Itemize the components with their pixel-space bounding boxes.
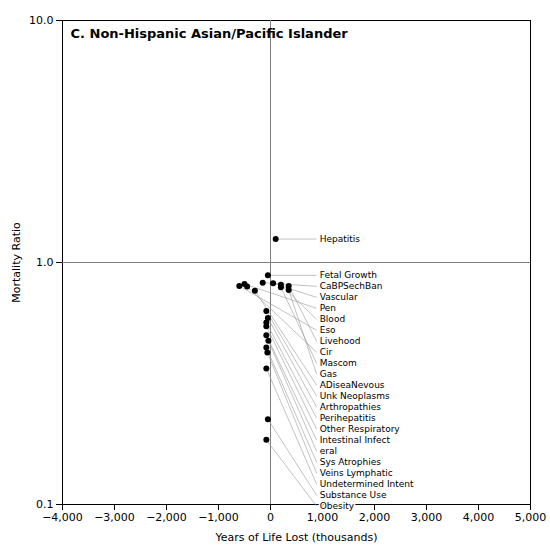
svg-text:3,000: 3,000 (411, 511, 443, 524)
svg-text:Cir: Cir (320, 347, 333, 357)
svg-text:−2,000: −2,000 (146, 511, 187, 524)
svg-text:−3,000: −3,000 (94, 511, 135, 524)
svg-text:Other Respiratory: Other Respiratory (320, 424, 401, 434)
svg-text:−4,000: −4,000 (42, 511, 83, 524)
svg-text:Arthropathies: Arthropathies (320, 402, 382, 412)
svg-text:Livehood: Livehood (320, 336, 361, 346)
svg-text:ADiseaNevous: ADiseaNevous (320, 380, 385, 390)
svg-text:−1,000: −1,000 (198, 511, 239, 524)
svg-text:Mascom: Mascom (320, 358, 357, 368)
svg-text:Obesity: Obesity (320, 501, 355, 511)
svg-text:Blood: Blood (320, 314, 345, 324)
svg-text:C. Non-Hispanic Asian/Pacific: C. Non-Hispanic Asian/Pacific Islander (71, 26, 349, 41)
svg-text:eral: eral (320, 446, 337, 456)
svg-text:4,000: 4,000 (463, 511, 495, 524)
svg-text:Gas: Gas (320, 369, 337, 379)
svg-text:Unk Neoplasms: Unk Neoplasms (320, 391, 390, 401)
svg-text:Pen: Pen (320, 303, 336, 313)
svg-text:Hepatitis: Hepatitis (320, 234, 361, 244)
svg-text:Substance Use: Substance Use (320, 490, 387, 500)
svg-text:Sys Atrophies: Sys Atrophies (320, 457, 382, 467)
svg-text:1.0: 1.0 (36, 256, 54, 269)
svg-text:Years of Life Lost (thousands): Years of Life Lost (thousands) (215, 531, 378, 544)
svg-text:5,000: 5,000 (515, 511, 547, 524)
svg-text:Vascular: Vascular (320, 292, 358, 302)
svg-text:Fetal Growth: Fetal Growth (320, 270, 377, 280)
svg-text:CaBPSechBan: CaBPSechBan (320, 281, 383, 291)
svg-text:1,000: 1,000 (307, 511, 339, 524)
svg-text:0: 0 (267, 511, 274, 524)
svg-text:2,000: 2,000 (359, 511, 391, 524)
svg-text:Undetermined Intent: Undetermined Intent (320, 479, 414, 489)
svg-text:Eso: Eso (320, 325, 336, 335)
svg-text:Mortality Ratio: Mortality Ratio (10, 222, 23, 303)
svg-text:Veins Lymphatic: Veins Lymphatic (320, 468, 393, 478)
svg-text:Perihepatitis: Perihepatitis (320, 413, 376, 423)
svg-text:0.1: 0.1 (36, 498, 54, 511)
svg-text:10.0: 10.0 (29, 14, 54, 27)
svg-text:Intestinal Infect: Intestinal Infect (320, 435, 391, 445)
